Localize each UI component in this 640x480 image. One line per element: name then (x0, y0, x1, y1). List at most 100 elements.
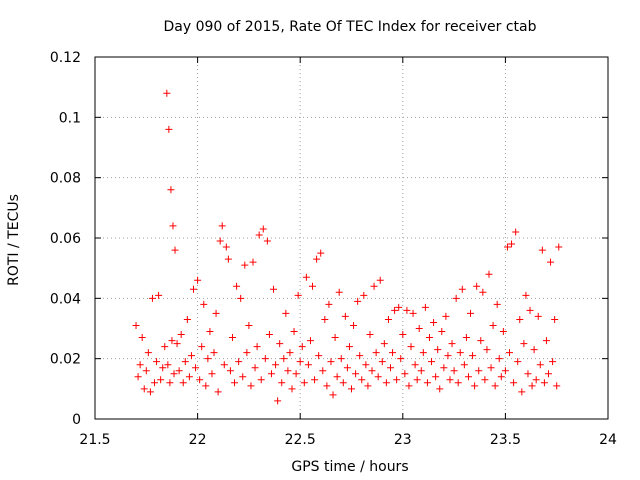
data-point (432, 373, 440, 381)
data-point (280, 355, 288, 363)
data-point (333, 373, 341, 381)
y-tick-label: 0.08 (50, 171, 81, 187)
data-point (425, 334, 433, 342)
data-point (136, 361, 144, 369)
data-point (292, 370, 300, 378)
data-point (257, 376, 265, 384)
data-point (448, 340, 456, 348)
data-point (194, 276, 202, 284)
data-points (132, 89, 563, 405)
data-point (456, 349, 464, 357)
data-point (144, 349, 152, 357)
data-point (450, 367, 458, 375)
data-point (522, 291, 530, 299)
data-point (407, 343, 415, 351)
data-point (327, 358, 335, 366)
data-point (382, 379, 390, 387)
data-point (434, 346, 442, 354)
data-point (409, 309, 417, 317)
data-point (171, 246, 179, 254)
data-point (485, 270, 493, 278)
data-point (306, 337, 314, 345)
data-point (518, 388, 526, 396)
data-point (331, 334, 339, 342)
data-point (204, 355, 212, 363)
data-point (430, 318, 438, 326)
data-point (177, 331, 185, 339)
data-point (497, 373, 505, 381)
x-tick-label: 23.5 (490, 432, 521, 448)
data-point (189, 285, 197, 293)
x-tick-label: 22.5 (285, 432, 316, 448)
data-point (255, 231, 263, 239)
data-point (374, 373, 382, 381)
data-point (259, 225, 267, 233)
data-point (542, 337, 550, 345)
data-point (462, 334, 470, 342)
data-point (233, 282, 241, 290)
data-point (549, 358, 557, 366)
grid-lines (95, 57, 608, 419)
data-point (442, 312, 450, 320)
data-point (272, 361, 280, 369)
data-point (151, 379, 159, 387)
data-point (231, 379, 239, 387)
data-point (403, 306, 411, 314)
data-point (159, 364, 167, 372)
data-point (534, 312, 542, 320)
data-point (210, 349, 218, 357)
data-point (200, 300, 208, 308)
data-point (487, 364, 495, 372)
data-point (237, 294, 245, 302)
y-tick-label: 0 (72, 412, 81, 428)
data-point (228, 334, 236, 342)
data-point (475, 367, 483, 375)
x-axis-label: GPS time / hours (291, 459, 408, 475)
data-point (440, 364, 448, 372)
data-point (399, 331, 407, 339)
data-point (226, 367, 234, 375)
data-point (547, 258, 555, 266)
data-point (393, 376, 401, 384)
data-point (206, 328, 214, 336)
data-point (166, 379, 174, 387)
data-point (538, 246, 546, 254)
data-point (526, 306, 534, 314)
data-point (495, 355, 503, 363)
data-point (288, 385, 296, 393)
data-point (315, 352, 323, 360)
data-point (311, 376, 319, 384)
data-point (341, 312, 349, 320)
data-point (536, 361, 544, 369)
data-point (175, 367, 183, 375)
data-point (339, 379, 347, 387)
data-point (376, 276, 384, 284)
data-point (364, 382, 372, 390)
data-point (302, 273, 310, 281)
data-point (493, 300, 501, 308)
data-point (530, 346, 538, 354)
data-point (510, 379, 518, 387)
data-point (265, 331, 273, 339)
data-point (553, 382, 561, 390)
data-point (146, 388, 154, 396)
data-point (235, 358, 243, 366)
x-tick-label: 24 (599, 432, 617, 448)
data-point (499, 328, 507, 336)
data-point (421, 303, 429, 311)
data-point (489, 321, 497, 329)
data-point (155, 291, 163, 299)
data-point (520, 340, 528, 348)
data-point (261, 355, 269, 363)
data-point (386, 364, 394, 372)
data-point (460, 361, 468, 369)
data-point (419, 349, 427, 357)
data-point (411, 361, 419, 369)
data-point (284, 367, 292, 375)
y-tick-label: 0.12 (50, 50, 81, 66)
data-point (343, 364, 351, 372)
data-point (148, 294, 156, 302)
data-point (168, 337, 176, 345)
data-point (198, 343, 206, 351)
